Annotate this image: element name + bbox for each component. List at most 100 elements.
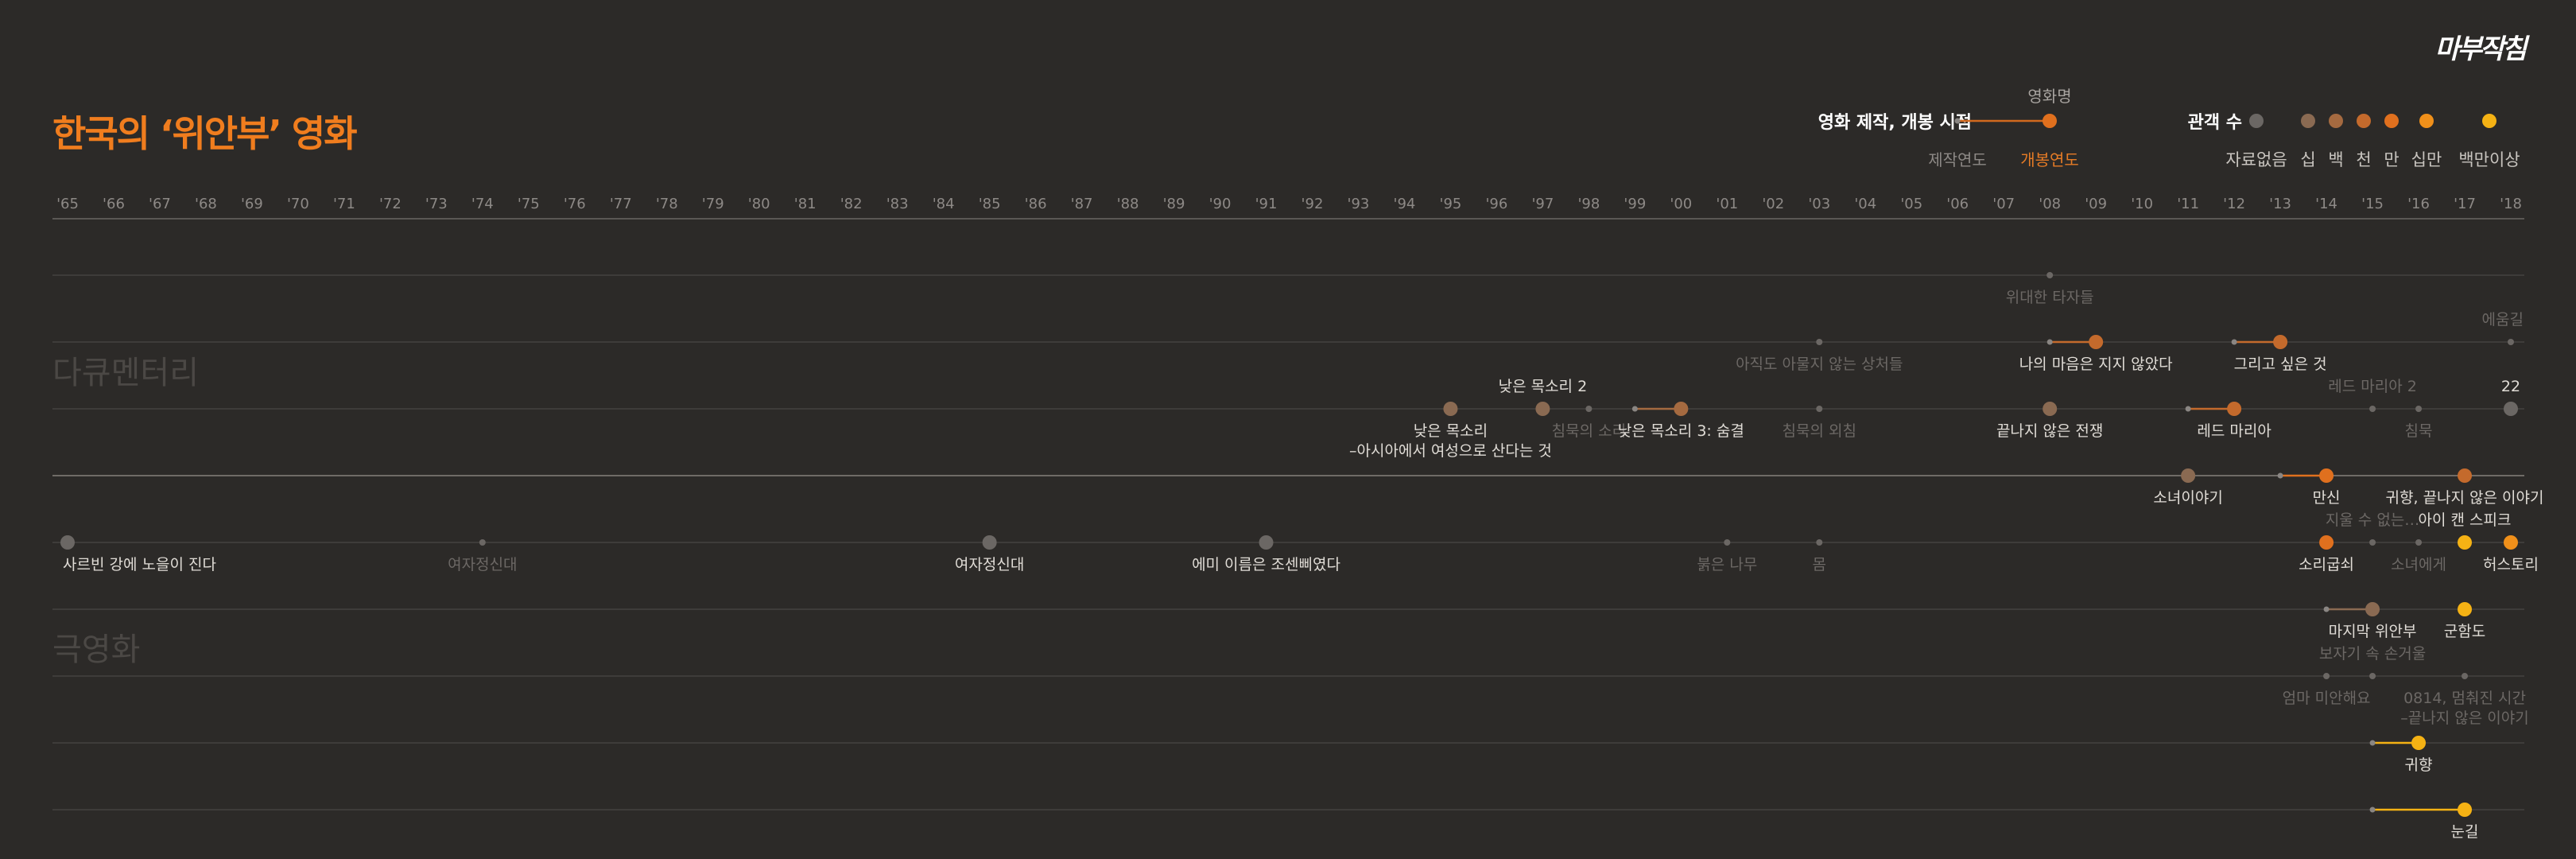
- film-item: 허스토리: [2483, 535, 2539, 573]
- x-tick-label: '98: [1577, 196, 1600, 212]
- film-item: 소녀에게: [2391, 539, 2446, 573]
- film-item: 위대한 타자들: [2006, 272, 2094, 306]
- release-dot: [1259, 535, 1274, 550]
- film-item: 에움길: [2482, 311, 2524, 345]
- film-item: 그리고 싶은 것: [2231, 335, 2327, 373]
- x-tick-label: '02: [1762, 196, 1784, 212]
- release-dot: [2319, 535, 2334, 550]
- film-item: 여자정신대: [448, 539, 518, 573]
- release-dot: [2043, 402, 2058, 416]
- film-item: 침묵: [2405, 406, 2433, 440]
- film-title: 끝나지 않은 전쟁: [1996, 422, 2103, 440]
- release-dot: [2369, 406, 2376, 412]
- film-item: 지울 수 없는…: [2326, 511, 2419, 546]
- release-dot: [2415, 539, 2423, 546]
- film-title: 보자기 속 손거울: [2319, 645, 2426, 663]
- film-title: 침묵의 외침: [1783, 422, 1856, 440]
- release-dot: [479, 539, 486, 546]
- legend-audience-label: 자료없음: [2225, 150, 2287, 169]
- legend-audience-dot: [2357, 114, 2371, 128]
- production-dot: [2369, 807, 2376, 813]
- release-dot: [2458, 803, 2473, 817]
- film-item: 사르빈 강에 노을이 진다: [60, 535, 216, 573]
- production-dot: [2277, 472, 2283, 479]
- film-item: 에미 이름은 조센삐였다: [1192, 535, 1340, 573]
- legend-release-dot: [2043, 114, 2057, 128]
- film-title: 소녀에게: [2391, 556, 2446, 573]
- release-dot: [2369, 673, 2376, 679]
- film-item: 침묵의 외침: [1783, 406, 1856, 440]
- film-title: 몸: [1813, 556, 1826, 573]
- legend-audience-dot: [2249, 114, 2264, 128]
- film-title: 만신: [2313, 489, 2341, 507]
- release-dot: [2181, 468, 2196, 483]
- film-title: 위대한 타자들: [2006, 289, 2094, 306]
- film-item: 귀향: [2369, 736, 2433, 774]
- film-title: 붉은 나무: [1697, 556, 1757, 573]
- release-dot: [1535, 402, 1550, 416]
- x-tick-label: '13: [2269, 196, 2291, 212]
- legend-audience-dot: [2482, 114, 2496, 128]
- release-dot: [1816, 339, 1823, 345]
- x-tick-label: '06: [1946, 196, 1969, 212]
- release-dot: [2411, 736, 2427, 750]
- legend-audience-label: 백만이상: [2458, 150, 2520, 169]
- legend-audience-dot: [2329, 114, 2343, 128]
- film-title: 22: [2501, 378, 2520, 395]
- x-tick-label: '65: [56, 196, 79, 212]
- release-dot: [2458, 535, 2473, 550]
- film-item: 침묵의 소리: [1552, 406, 1626, 440]
- production-dot: [1631, 406, 1638, 412]
- release-dot: [2415, 406, 2423, 412]
- x-tick-label: '03: [1808, 196, 1830, 212]
- release-dot: [1674, 402, 1689, 416]
- x-tick-label: '91: [1255, 196, 1278, 212]
- film-title: 귀향: [2405, 756, 2433, 774]
- release-dot: [2504, 402, 2518, 416]
- x-tick-label: '95: [1440, 196, 1462, 212]
- x-tick-label: '66: [103, 196, 125, 212]
- x-tick-label: '84: [933, 196, 955, 212]
- x-tick-label: '09: [2085, 196, 2107, 212]
- film-title: 레드 마리아: [2197, 422, 2271, 440]
- release-dot: [2458, 468, 2473, 483]
- film-title: 에움길: [2482, 311, 2524, 328]
- film-title: 허스토리: [2483, 556, 2539, 573]
- release-dot: [1816, 539, 1823, 546]
- x-tick-label: '01: [1716, 196, 1738, 212]
- film-item: 22: [2501, 378, 2520, 416]
- x-tick-label: '14: [2315, 196, 2337, 212]
- film-item: 눈길: [2369, 803, 2479, 841]
- film-title: 지울 수 없는…: [2326, 511, 2419, 529]
- legend-production-dot: [1954, 118, 1961, 124]
- legend-sample-title: 영화명: [2027, 87, 2071, 106]
- x-tick-label: '72: [379, 196, 402, 212]
- x-tick-label: '71: [333, 196, 355, 212]
- timeline-rows: [52, 274, 2524, 810]
- x-tick-label: '90: [1209, 196, 1232, 212]
- film-title: 그리고 싶은 것: [2234, 356, 2327, 373]
- film-title: 0814, 멈춰진 시간 –끝나지 않은 이야기: [2400, 690, 2528, 727]
- x-tick-label: '89: [1163, 196, 1185, 212]
- film-title: 엄마 미안해요: [2283, 690, 2371, 707]
- x-tick-label: '88: [1117, 196, 1139, 212]
- release-dot: [1816, 406, 1823, 412]
- film-title: 아이 캔 스피크: [2419, 511, 2512, 529]
- film-item: 마지막 위안부: [2323, 602, 2417, 640]
- film-title: 귀향, 끝나지 않은 이야기: [2386, 489, 2544, 507]
- x-tick-label: '18: [2500, 196, 2522, 212]
- release-dot: [2319, 468, 2334, 483]
- release-dot: [982, 535, 997, 550]
- x-tick-label: '17: [2454, 196, 2476, 212]
- x-tick-label: '68: [195, 196, 217, 212]
- x-tick-label: '08: [2039, 196, 2061, 212]
- x-tick-label: '07: [1992, 196, 2015, 212]
- film-item: 여자정신대: [955, 535, 1024, 573]
- x-tick-label: '81: [794, 196, 817, 212]
- x-tick-label: '96: [1485, 196, 1507, 212]
- film-item: 소리굽쇠: [2299, 535, 2354, 573]
